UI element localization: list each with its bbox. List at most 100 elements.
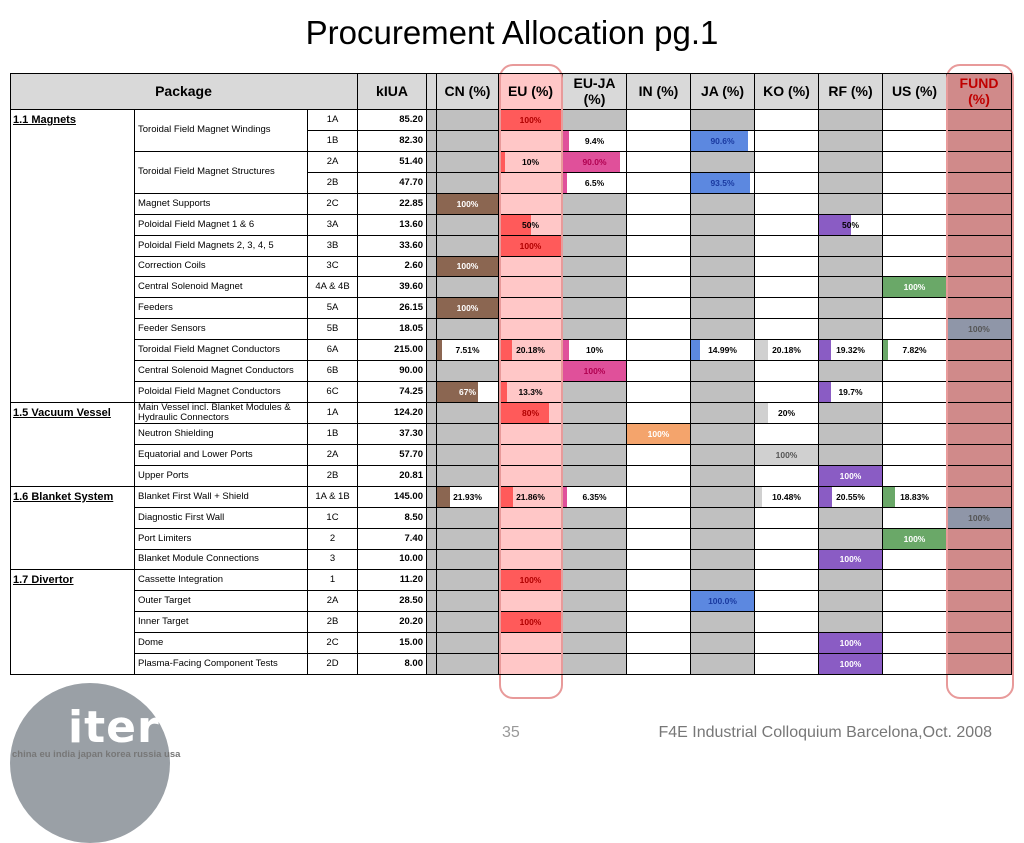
page-number: 35: [502, 724, 520, 741]
allocation-cell: 80%: [499, 403, 563, 424]
allocation-cell: [819, 591, 883, 613]
allocation-cell: [883, 549, 947, 571]
allocation-cell: 67%: [437, 382, 499, 403]
fund-column-highlight: [946, 64, 1014, 699]
allocation-cell: [819, 172, 883, 194]
allocation-cell: [819, 151, 883, 173]
allocation-cell: [755, 382, 819, 403]
package-code: 1A & 1B: [308, 486, 358, 508]
allocation-bar: [819, 654, 882, 675]
kiua-value: 124.20: [358, 403, 427, 424]
package-description: Diagnostic First Wall: [135, 507, 308, 529]
allocation-cell: [437, 654, 499, 676]
kiua-value: 11.20: [358, 570, 427, 592]
allocation-cell: [627, 172, 691, 194]
allocation-cell: [819, 612, 883, 634]
allocation-cell: [437, 110, 499, 131]
allocation-cell: [437, 235, 499, 257]
allocation-cell: [883, 382, 947, 403]
allocation-cell: [627, 277, 691, 299]
allocation-cell: [627, 214, 691, 236]
allocation-cell: [883, 172, 947, 194]
header-euja: EU-JA (%): [563, 73, 627, 110]
allocation-cell: [883, 130, 947, 152]
spacer-cell: [427, 172, 437, 194]
allocation-cell: [627, 382, 691, 403]
header-rf: RF (%): [819, 73, 883, 110]
allocation-bar: [691, 130, 749, 151]
allocation-cell: 7.82%: [883, 340, 947, 362]
allocation-cell: 6.35%: [563, 486, 627, 508]
header-fund: FUND (%): [947, 73, 1012, 110]
group-label: 1.6 Blanket System: [10, 486, 135, 571]
spacer-cell: [427, 340, 437, 362]
allocation-cell: 100.0%: [691, 591, 755, 613]
spacer-cell: [427, 654, 437, 676]
allocation-cell: [755, 570, 819, 592]
package-code: 5A: [308, 298, 358, 320]
allocation-cell: 50%: [819, 214, 883, 236]
group-label: 1.5 Vacuum Vessel: [10, 403, 135, 487]
allocation-cell: [563, 570, 627, 592]
allocation-cell: [755, 507, 819, 529]
spacer-cell: [427, 151, 437, 173]
allocation-label: 50%: [521, 219, 539, 230]
allocation-bar: [819, 340, 832, 361]
allocation-bar: [499, 382, 508, 402]
allocation-cell: [819, 277, 883, 299]
kiua-value: 8.50: [358, 507, 427, 529]
allocation-cell: [437, 423, 499, 445]
allocation-cell: [437, 361, 499, 383]
package-description: Upper Ports: [135, 465, 308, 487]
allocation-cell: [437, 549, 499, 571]
allocation-cell: [437, 403, 499, 424]
allocation-cell: 100%: [563, 361, 627, 383]
allocation-cell: 19.32%: [819, 340, 883, 362]
allocation-label: 67%: [458, 387, 476, 398]
allocation-label: 100%: [647, 428, 670, 439]
allocation-bar: [755, 486, 762, 507]
allocation-bar: [499, 151, 506, 172]
allocation-bar: [499, 486, 513, 507]
package-code: 2D: [308, 654, 358, 676]
allocation-bar: [563, 172, 568, 193]
kiua-value: 145.00: [358, 486, 427, 508]
kiua-value: 39.60: [358, 277, 427, 299]
allocation-cell: 100%: [499, 110, 563, 131]
package-code: 2A: [308, 444, 358, 466]
package-description: Neutron Shielding: [135, 423, 308, 445]
package-code: 6C: [308, 382, 358, 403]
allocation-label: 100%: [839, 470, 862, 481]
kiua-value: 57.70: [358, 444, 427, 466]
allocation-cell: [627, 654, 691, 676]
allocation-cell: 10.48%: [755, 486, 819, 508]
allocation-cell: [563, 235, 627, 257]
allocation-cell: [755, 361, 819, 383]
allocation-cell: [563, 507, 627, 529]
allocation-bar: [755, 444, 818, 465]
allocation-bar: [755, 403, 768, 423]
spacer-cell: [427, 235, 437, 257]
allocation-cell: [819, 256, 883, 278]
allocation-bar: [819, 633, 882, 654]
package-description: Toroidal Field Magnet Conductors: [135, 340, 308, 362]
package-description: Plasma-Facing Component Tests: [135, 654, 308, 676]
allocation-cell: 6.5%: [563, 172, 627, 194]
allocation-cell: 20.55%: [819, 486, 883, 508]
allocation-cell: [755, 172, 819, 194]
spacer-cell: [427, 570, 437, 592]
allocation-label: 21.86%: [516, 491, 545, 502]
footer-event: F4E Industrial Colloquium Barcelona,Oct.…: [658, 724, 992, 741]
spacer-cell: [427, 423, 437, 445]
allocation-label: 100%: [519, 617, 542, 628]
allocation-cell: [883, 591, 947, 613]
allocation-bar: [755, 340, 768, 361]
allocation-cell: [755, 423, 819, 445]
allocation-cell: [437, 591, 499, 613]
allocation-cell: [627, 549, 691, 571]
allocation-cell: 93.5%: [691, 172, 755, 194]
allocation-bar: [437, 382, 478, 402]
allocation-bar: [499, 340, 512, 361]
package-code: 2C: [308, 633, 358, 655]
package-code: 2A: [308, 151, 358, 173]
